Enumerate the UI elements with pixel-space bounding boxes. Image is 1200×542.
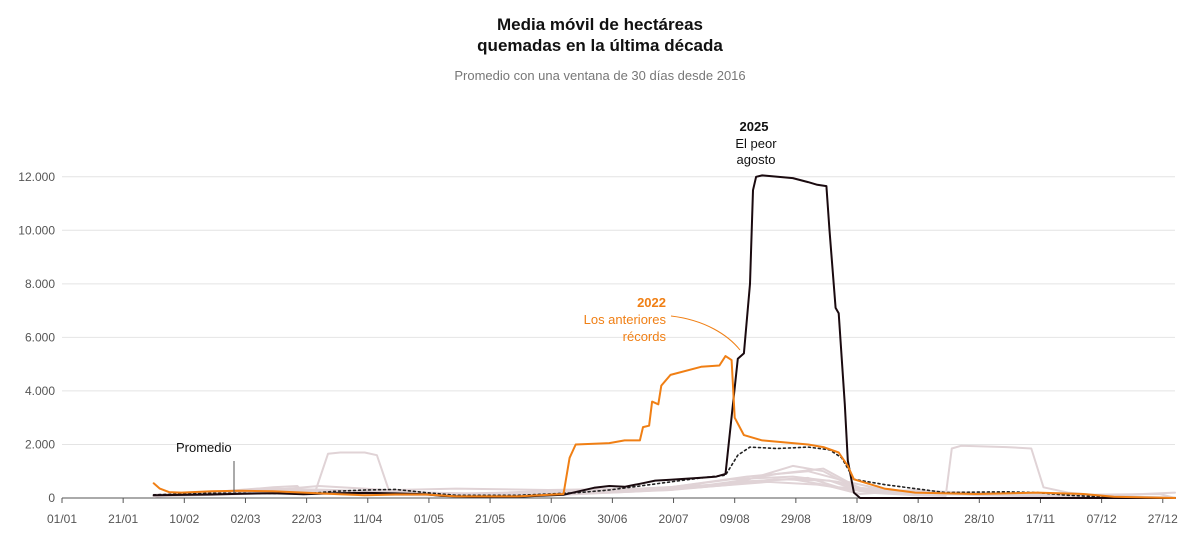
x-tick-label: 27/12 [1148,512,1178,526]
y-tick-label: 8.000 [25,277,55,291]
x-tick-label: 21/01 [108,512,138,526]
series-line-2022 [152,355,1176,499]
x-tick-label: 01/05 [414,512,444,526]
x-tick-label: 18/09 [842,512,872,526]
chart-header: Media móvil de hectáreas quemadas en la … [0,14,1200,83]
y-tick-label: 4.000 [25,384,55,398]
x-tick-label: 02/03 [230,512,260,526]
y-tick-label: 0 [48,491,55,505]
promedio-label: Promedio [176,440,232,455]
background-series [152,444,1176,499]
label-2022-line-2: récords [623,329,667,344]
y-tick-label: 10.000 [18,223,55,237]
label-2022-year: 2022 [637,295,666,310]
x-tick-label: 08/10 [903,512,933,526]
x-tick-label: 30/06 [597,512,627,526]
y-tick-label: 12.000 [18,170,55,184]
highlight-series [152,174,1176,499]
series-line-2025 [152,174,1176,499]
chart-title-line-2: quemadas en la última década [477,36,723,55]
x-tick-label: 01/01 [47,512,77,526]
x-tick-label: 07/12 [1087,512,1117,526]
x-tick-label: 22/03 [292,512,322,526]
y-tick-label: 6.000 [25,330,55,344]
y-axis-ticks: 0 2.000 4.000 6.000 8.000 10.000 12.000 [18,170,55,505]
x-tick-label: 10/06 [536,512,566,526]
chart-title-line-1: Media móvil de hectáreas [497,15,703,34]
x-tick-label: 28/10 [964,512,994,526]
chart-subtitle: Promedio con una ventana de 30 días desd… [454,68,746,83]
x-tick-label: 20/07 [659,512,689,526]
label-2025-line-2: agosto [736,152,775,167]
x-tick-label: 21/05 [475,512,505,526]
x-tick-label: 29/08 [781,512,811,526]
series-line-promedio [152,446,1176,499]
x-axis: 01/01 21/01 10/02 02/03 22/03 11/04 01/05 21/05… [47,497,1178,526]
x-tick-label: 11/04 [353,512,382,526]
x-tick-label: 09/08 [720,512,750,526]
label-2025-year: 2025 [740,119,769,134]
label-2022-line-1: Los anteriores [584,312,667,327]
x-tick-label: 17/11 [1026,512,1055,526]
label-2022-connector [670,315,741,351]
label-2025-line-1: El peor [735,136,777,151]
x-tick-label: 10/02 [169,512,199,526]
grid-lines [62,176,1175,445]
y-tick-label: 2.000 [25,437,55,451]
